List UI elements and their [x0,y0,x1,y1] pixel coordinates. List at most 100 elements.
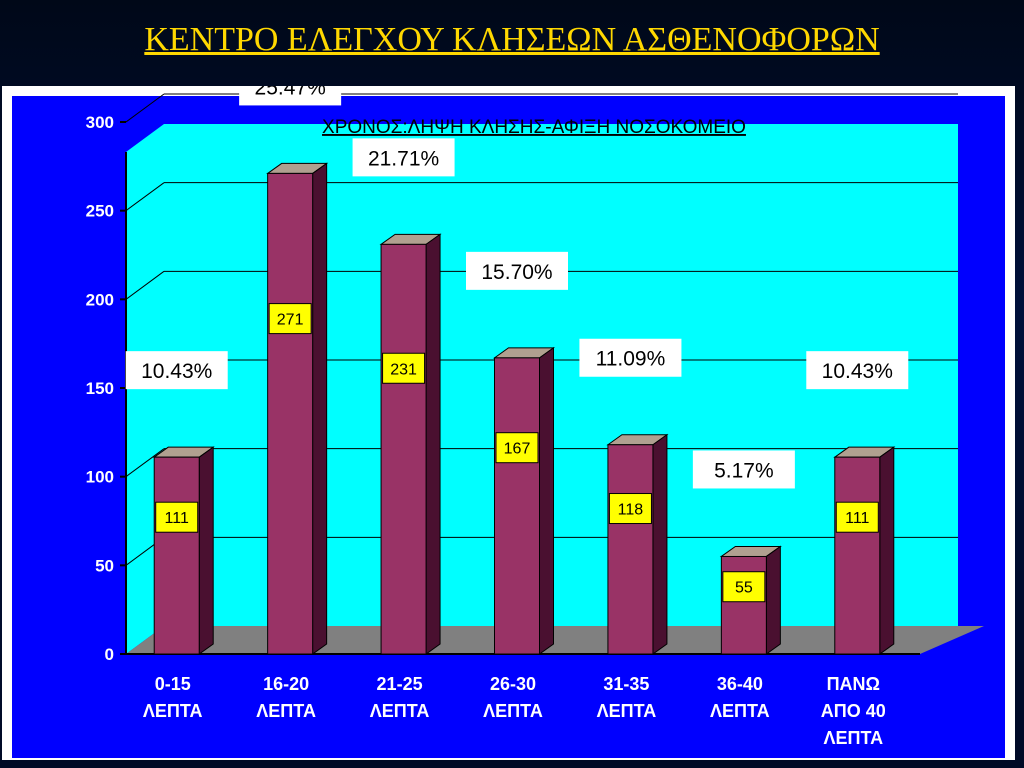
percent-label-box [239,86,342,106]
y-tick-label: 100 [86,468,114,487]
value-label: 271 [268,303,312,335]
bar-front [267,172,314,655]
x-tick-label-line: ΛΕΠΤΑ [483,701,543,721]
x-tick-label-line: 31-35 [603,674,649,694]
value-label: 231 [382,352,426,384]
value-label: 167 [495,432,539,464]
percent-label-text: 10.43% [141,360,212,383]
percent-label: 15.70% [466,251,568,290]
x-tick-label-line: ΠΑΝΩ [827,674,880,694]
percent-label-box [692,450,795,489]
value-label-box [722,571,766,603]
percent-label-text: 10.43% [822,360,893,383]
x-tick-label-line: ΛΕΠΤΑ [823,728,883,748]
bar-front [607,444,654,655]
bar-chart: 0501001502002503000-15ΛΕΠΤΑ16-20ΛΕΠΤΑ21-… [12,86,1005,758]
plot-area-wall [164,124,958,626]
value-label-box [495,432,539,464]
bar [492,346,556,655]
x-tick-label: 36-40 ΛΕΠΤΑ [710,674,770,721]
x-tick-label-line: 26-30 [490,674,536,694]
x-tick-label-line: ΛΕΠΤΑ [143,701,203,721]
bar-side [879,446,895,655]
x-tick-label: 26-30 ΛΕΠΤΑ [483,674,543,721]
percent-label: 11.09% [579,338,682,377]
value-label-text: 271 [277,312,304,329]
gridline-side [125,448,165,478]
percent-label-box [125,351,228,390]
y-tick-label: 300 [86,113,114,132]
y-tick-label: 150 [86,379,114,398]
x-tick-label: ΠΑΝΩ ΑΠΟ 40 ΛΕΠΤΑ [821,674,886,748]
bar-front [834,456,881,655]
bar [606,433,669,655]
value-label-text: 55 [735,580,753,597]
x-tick-label-line: 36-40 [717,674,763,694]
x-tick-label-line: ΛΕΠΤΑ [370,701,430,721]
x-tick-label-line: ΛΕΠΤΑ [256,701,316,721]
percent-label: 10.43% [806,351,909,390]
percent-label-box [352,138,455,177]
y-tick-label: 200 [86,290,114,309]
value-label-box [835,501,879,533]
value-label: 111 [835,501,879,533]
bar-side [198,446,214,655]
x-tick-label-line: 0-15 [155,674,191,694]
y-tick-label: 50 [95,556,114,575]
percent-label-text: 15.70% [481,261,552,284]
bar-side [652,433,668,655]
percent-label-text: 25.47% [255,86,326,99]
y-tick-label: 250 [86,202,114,221]
bar-front [720,555,767,655]
value-label: 55 [722,571,766,603]
bar-side [539,346,554,655]
chart-frame: 0 50 100 150 200 250 300 0-15 ΛΕΠΤΑ 16-20 ΛΕΠΤΑ 21-… [2,86,1015,760]
bar [266,162,329,655]
percent-label: 10.43% [125,351,228,390]
percent-label-box [806,351,909,390]
x-tick-label-line: ΛΕΠΤΑ [710,701,770,721]
x-tick-label-line: 21-25 [377,674,423,694]
value-label-text: 231 [390,361,417,378]
value-label: 118 [608,493,652,525]
chart-title: ΧΡΟΝΟΣ:ΛΗΨΗ ΚΛΗΣΗΣ-ΑΦΙΞΗ ΝΟΣΟΚΟΜΕΙΟ [322,117,746,138]
bar [379,233,442,655]
percent-label: 5.17% [692,450,795,489]
bar-side [312,162,328,655]
y-tick-label: 0 [105,645,114,664]
bar-side [425,233,441,655]
percent-label: 25.47% [239,86,342,106]
bar-front [380,243,427,655]
gridline-side [125,93,165,123]
bar-front [494,357,540,655]
value-label-text: 111 [845,510,869,527]
bar [152,446,215,655]
percent-label-box [466,251,568,290]
percent-label: 21.71% [352,138,455,177]
bar [833,446,896,655]
value-label-box [268,303,312,335]
percent-label-text: 5.17% [714,459,774,482]
value-label-text: 167 [504,441,531,458]
value-label: 111 [155,501,199,533]
x-tick-label: 21-25 ΛΕΠΤΑ [370,674,430,721]
gridline-side [125,270,165,300]
value-label-text: 118 [618,502,644,519]
value-label-box [155,501,199,533]
x-tick-label: 0-15 ΛΕΠΤΑ [143,674,203,721]
x-tick-label-line: ΑΠΟ 40 [821,701,886,721]
value-label-text: 111 [165,510,189,527]
percent-label-box [579,338,682,377]
gridline-side [125,182,165,212]
bar-side [765,545,781,655]
value-label-box [608,493,652,525]
x-tick-label-line: 16-20 [263,674,309,694]
x-tick-label-line: ΛΕΠΤΑ [597,701,657,721]
value-label-box [382,352,426,384]
x-tick-label: 31-35 ΛΕΠΤΑ [597,674,657,721]
percent-label-text: 11.09% [596,348,666,371]
x-tick-label: 16-20 ΛΕΠΤΑ [256,674,316,721]
slide-title: ΚΕΝΤΡΟ ΕΛΕΓΧΟΥ ΚΛΗΣΕΩΝ ΑΣΘΕΝΟΦΟΡΩΝ [144,21,880,58]
percent-label-text: 21.71% [368,147,439,170]
bar-front [153,456,200,655]
